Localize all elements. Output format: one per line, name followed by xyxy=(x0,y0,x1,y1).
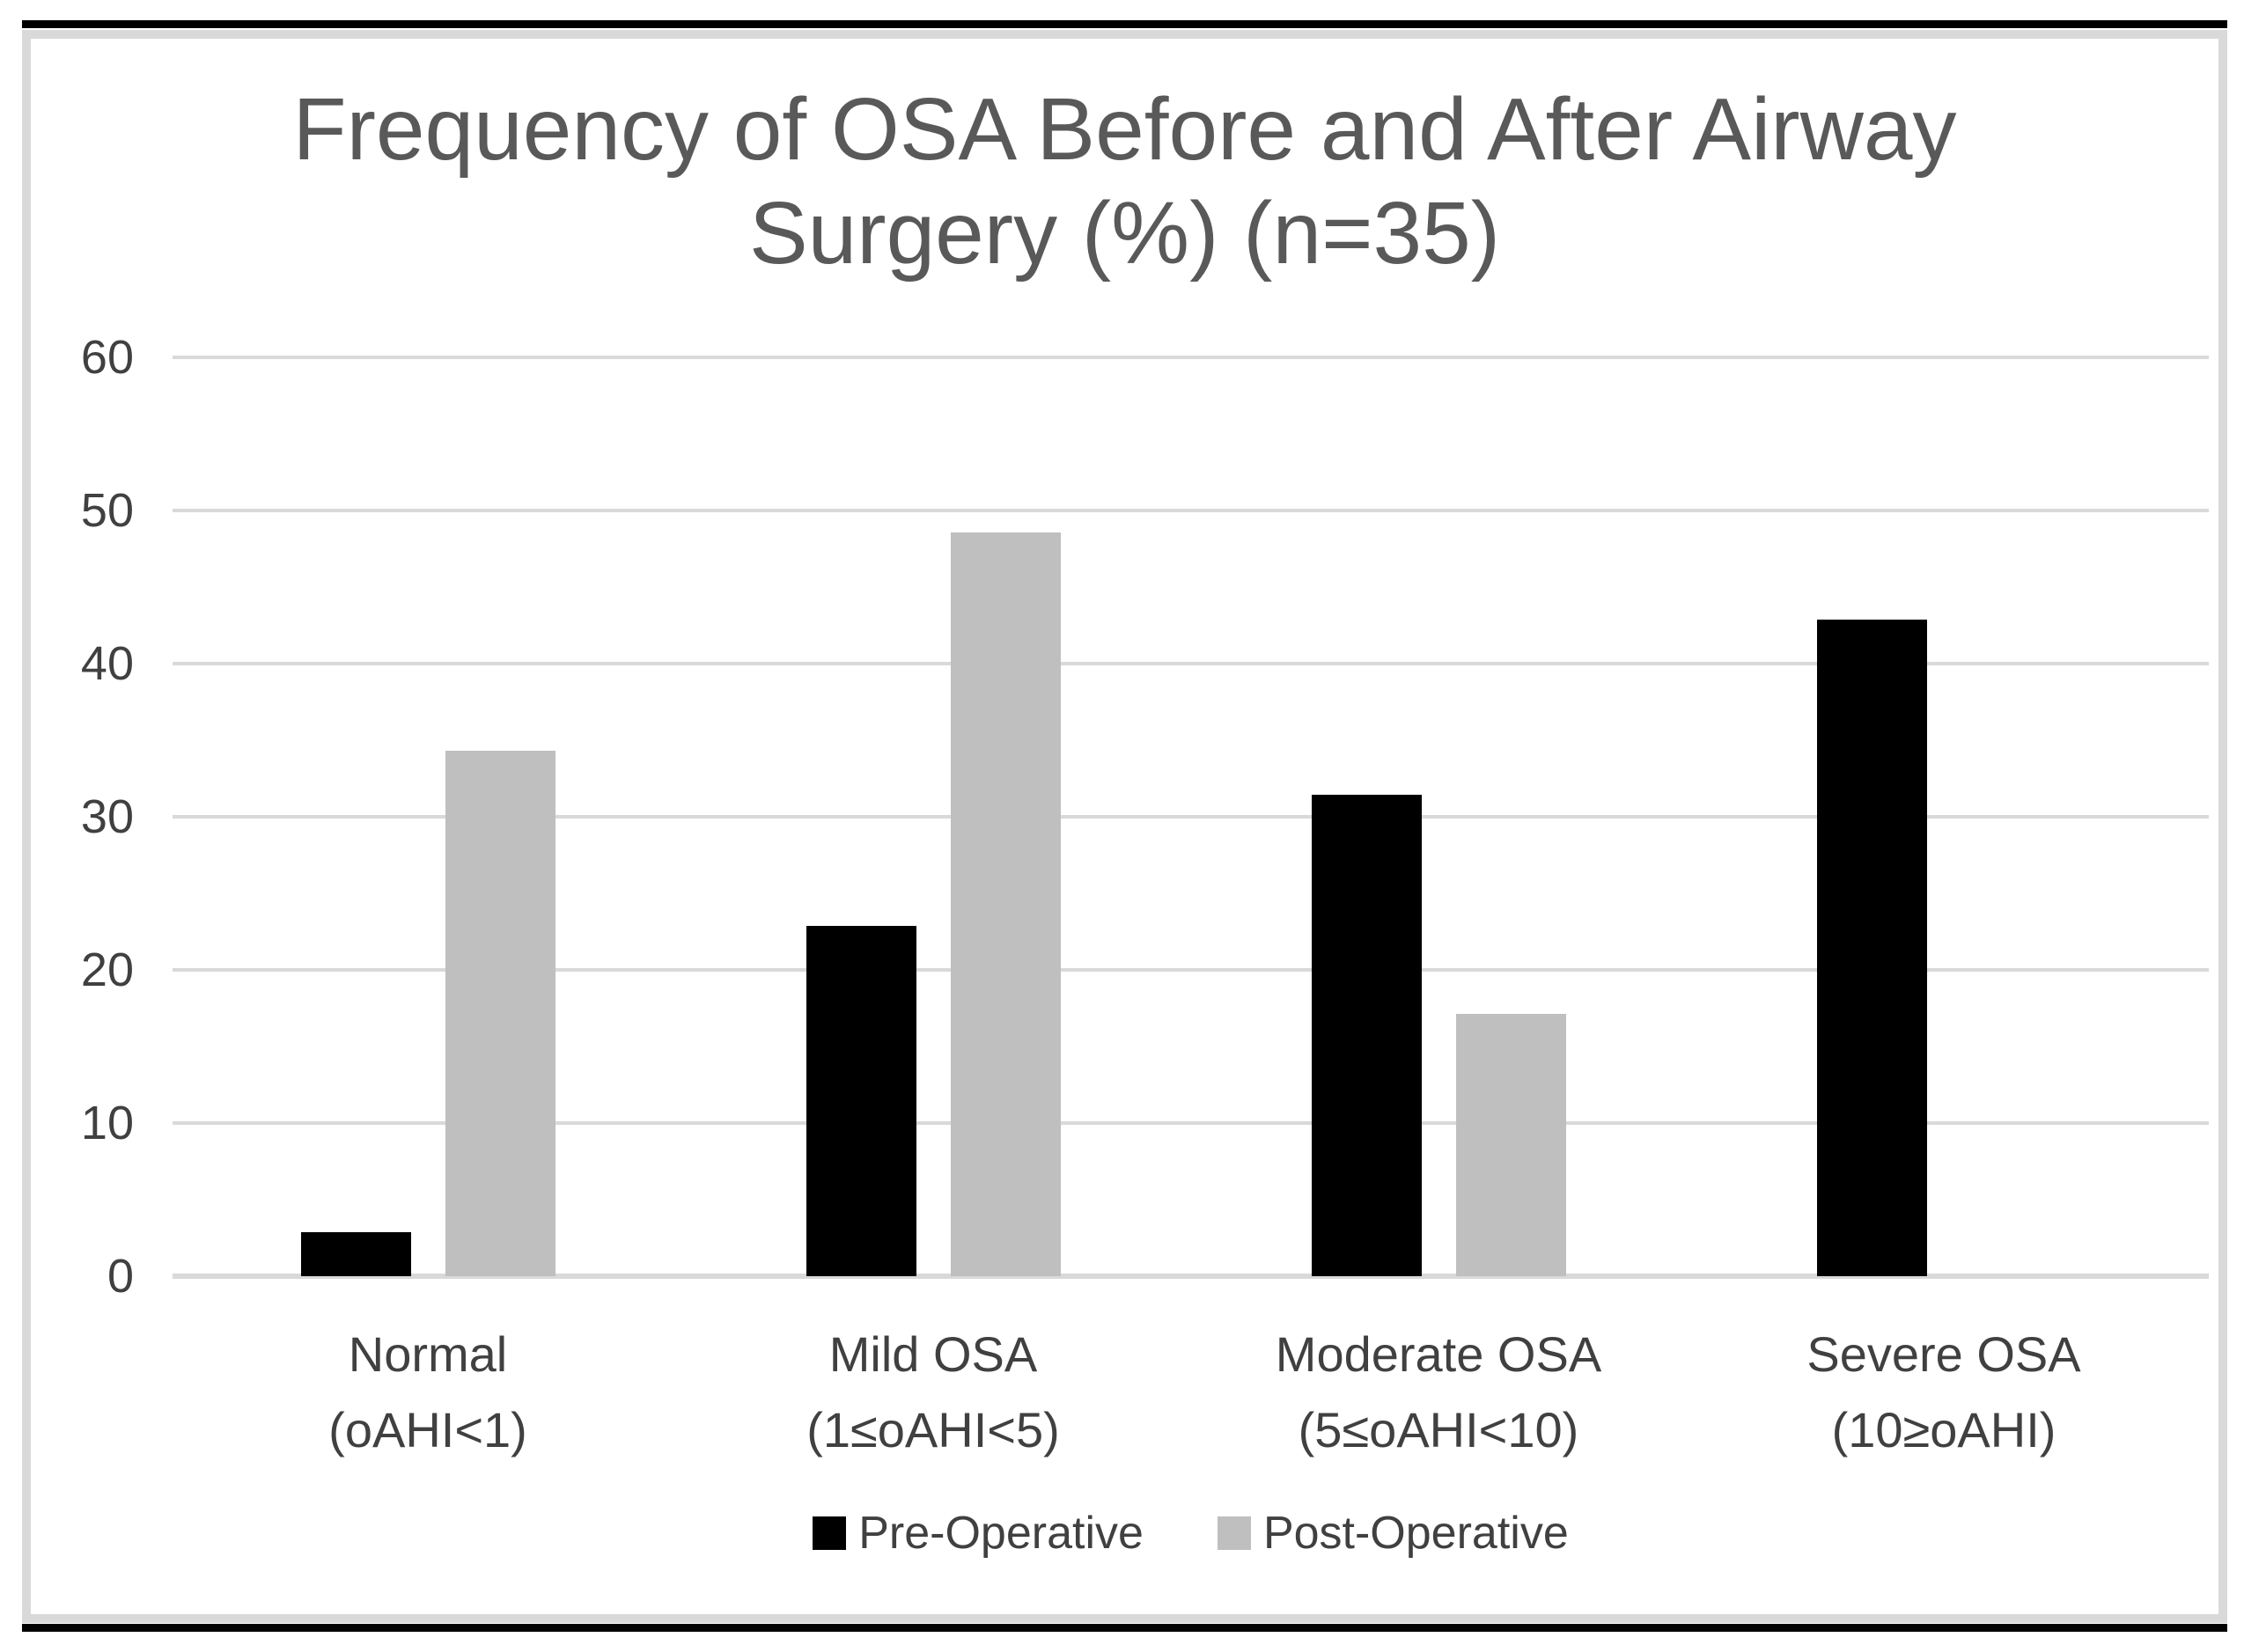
y-tick-label: 40 xyxy=(80,637,134,690)
legend-swatch-icon xyxy=(813,1516,847,1550)
y-tick-label: 0 xyxy=(107,1250,134,1303)
category-label-line1: Normal xyxy=(348,1326,508,1382)
bar-pre-operative-severe-osa xyxy=(1816,620,1927,1276)
y-tick-label: 30 xyxy=(80,790,134,843)
chart-title: Frequency of OSA Before and After Airway… xyxy=(22,77,2227,285)
category-label: Mild OSA (1≤oAHI<5) xyxy=(681,1317,1186,1468)
category-label-line2: (oAHI<1) xyxy=(328,1402,527,1457)
bar-pre-operative-moderate-osa xyxy=(1311,795,1422,1276)
legend-swatch-icon xyxy=(1217,1516,1251,1550)
bar-post-operative-mild-osa xyxy=(950,532,1061,1276)
bar-post-operative-moderate-osa xyxy=(1455,1014,1566,1276)
legend-label: Post-Operative xyxy=(1262,1508,1569,1559)
legend-item-post-operative: Post-Operative xyxy=(1217,1507,1569,1560)
bar-pre-operative-normal xyxy=(300,1232,411,1276)
y-tick-label: 50 xyxy=(80,484,134,537)
y-tick-label: 20 xyxy=(80,943,134,996)
x-axis-baseline xyxy=(173,1274,2209,1279)
gridline xyxy=(173,815,2209,819)
y-tick-label: 10 xyxy=(80,1097,134,1149)
gridline xyxy=(173,356,2209,359)
legend: Pre-Operative Post-Operative xyxy=(173,1507,2209,1560)
category-label-line2: (5≤oAHI<10) xyxy=(1298,1402,1579,1457)
legend-label: Pre-Operative xyxy=(858,1508,1144,1559)
category-label-line1: Moderate OSA xyxy=(1275,1326,1602,1382)
category-label: Severe OSA (10≥oAHI) xyxy=(1691,1317,2196,1468)
gridline xyxy=(173,1121,2209,1125)
category-label: Moderate OSA (5≤oAHI<10) xyxy=(1186,1317,1691,1468)
gridline xyxy=(173,968,2209,972)
bar-post-operative-normal xyxy=(445,751,555,1276)
bottom-rule xyxy=(22,1624,2227,1632)
chart-title-line1: Frequency of OSA Before and After Airway xyxy=(292,80,1957,179)
category-label-line1: Severe OSA xyxy=(1806,1326,2081,1382)
chart-title-line2: Surgery (%) (n=35) xyxy=(748,184,1501,283)
bar-pre-operative-mild-osa xyxy=(806,926,916,1276)
category-label-line2: (1≤oAHI<5) xyxy=(806,1402,1060,1457)
legend-item-pre-operative: Pre-Operative xyxy=(813,1507,1144,1560)
y-tick-label: 60 xyxy=(80,331,134,384)
category-label-line1: Mild OSA xyxy=(828,1326,1038,1382)
gridline xyxy=(173,509,2209,512)
top-rule xyxy=(22,20,2227,28)
gridline xyxy=(173,662,2209,665)
category-label-line2: (10≥oAHI) xyxy=(1831,1402,2056,1457)
category-label: Normal (oAHI<1) xyxy=(175,1317,681,1468)
